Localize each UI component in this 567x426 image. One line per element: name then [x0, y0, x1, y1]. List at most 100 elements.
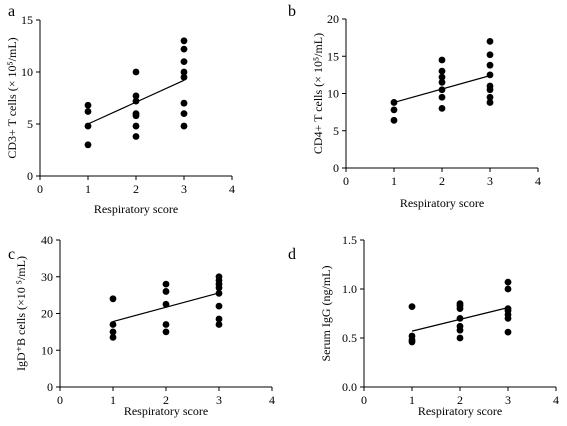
- y-axis-label: Serum IgG (ng/mL): [319, 266, 333, 362]
- x-tick-label: 3: [181, 182, 187, 196]
- y-tick-label: 10: [21, 65, 33, 79]
- x-tick-label: 4: [535, 174, 541, 188]
- y-axis-label: CD4+ T cells (× 10⁵/mL): [311, 33, 325, 154]
- data-point: [408, 338, 416, 346]
- data-point: [180, 68, 188, 76]
- data-point: [486, 51, 494, 59]
- data-point: [109, 328, 117, 336]
- data-point: [162, 280, 170, 288]
- chart-panel-b: 0 5 10 15 20 0 1 2 3 4 Respiratory score CD4+ T cel…: [288, 3, 541, 210]
- y-tick-label: 0: [333, 161, 339, 175]
- data-point: [456, 315, 464, 322]
- y-axis-label: CD3+ T cells (× 10⁵/mL): [5, 37, 19, 158]
- x-tick-label: 1: [391, 174, 397, 188]
- data-point: [132, 97, 140, 105]
- x-tick-label: 1: [85, 182, 91, 196]
- y-tick-label: 20: [327, 12, 339, 26]
- y-tick-label: 15: [21, 13, 33, 27]
- data-point: [180, 99, 188, 107]
- data-point: [486, 93, 494, 101]
- x-tick-label: 2: [457, 393, 463, 407]
- x-tick-label: 2: [163, 393, 169, 407]
- y-tick-label: 1.5: [342, 233, 357, 247]
- data-point: [84, 122, 92, 130]
- data-point: [215, 289, 223, 297]
- panel-letter: d: [288, 246, 296, 263]
- data-point: [162, 300, 170, 308]
- data-point: [504, 278, 512, 286]
- x-tick-label: 0: [57, 393, 63, 407]
- y-tick-label: 30: [41, 270, 53, 284]
- y-tick-label: 15: [327, 49, 339, 63]
- data-point: [408, 303, 416, 311]
- data-point: [215, 284, 223, 292]
- data-point: [438, 73, 446, 81]
- x-tick-label: 1: [409, 393, 415, 407]
- data-point: [162, 328, 170, 336]
- data-point: [438, 86, 446, 94]
- data-point: [180, 73, 188, 81]
- data-point: [215, 302, 223, 310]
- data-point: [504, 315, 512, 322]
- data-point: [486, 61, 494, 69]
- data-point: [215, 321, 223, 328]
- y-tick-label: 10: [41, 343, 53, 357]
- x-tick-label: 2: [439, 174, 445, 188]
- data-point: [180, 122, 188, 130]
- data-point: [438, 78, 446, 86]
- x-tick-label: 3: [216, 393, 222, 407]
- data-point: [438, 67, 446, 75]
- y-tick-label: 40: [41, 233, 53, 247]
- y-tick-label: 5: [333, 124, 339, 138]
- data-point: [109, 333, 117, 341]
- chart-panel-c: 0 10 20 30 40 0 1 2 3 4 Respiratory score IgD⁺B cel…: [8, 233, 275, 418]
- y-tick-label: 10: [327, 87, 339, 101]
- data-point: [132, 112, 140, 120]
- data-point: [486, 37, 494, 45]
- chart-panel-d: 0.0 0.5 1.0 1.5 0 1 2 3 4 Respiratory score Serum …: [288, 233, 559, 418]
- x-tick-label: 3: [505, 393, 511, 407]
- panel-letter: c: [8, 246, 15, 263]
- x-axis-label: Respiratory score: [400, 196, 484, 210]
- data-point: [390, 99, 398, 106]
- data-point: [109, 295, 117, 303]
- x-axis-label: Respiratory score: [94, 202, 178, 216]
- x-axis-label: Respiratory score: [418, 404, 502, 418]
- data-point: [109, 321, 117, 328]
- data-point: [456, 326, 464, 334]
- y-axis-label: IgD⁺B cells (×10 ⁵/mL): [14, 256, 28, 371]
- x-tick-label: 0: [343, 174, 349, 188]
- y-tick-label: 1.0: [342, 282, 357, 296]
- data-point: [390, 106, 398, 114]
- x-tick-label: 4: [229, 182, 235, 196]
- x-tick-label: 3: [487, 174, 493, 188]
- data-point: [84, 101, 92, 109]
- panel-letter: a: [8, 3, 15, 20]
- data-point: [162, 288, 170, 295]
- x-tick-label: 0: [361, 393, 367, 407]
- data-point: [132, 92, 140, 100]
- data-point: [486, 86, 494, 94]
- data-point: [486, 99, 494, 106]
- x-tick-label: 4: [269, 393, 275, 407]
- x-tick-label: 2: [133, 182, 139, 196]
- data-point: [132, 133, 140, 140]
- data-point: [504, 328, 512, 336]
- y-tick-label: 0: [27, 169, 33, 183]
- data-point: [180, 58, 188, 65]
- y-tick-label: 0.0: [342, 380, 357, 394]
- data-point: [215, 315, 223, 323]
- panel-letter: b: [288, 3, 296, 20]
- data-point: [486, 71, 494, 79]
- data-point: [390, 116, 398, 124]
- x-axis-label: Respiratory score: [124, 404, 208, 418]
- data-point: [132, 122, 140, 130]
- data-point: [438, 93, 446, 101]
- data-point: [162, 321, 170, 328]
- data-point: [180, 45, 188, 53]
- data-point: [438, 56, 446, 64]
- data-point: [84, 141, 92, 149]
- y-tick-label: 20: [41, 307, 53, 321]
- data-point: [456, 334, 464, 342]
